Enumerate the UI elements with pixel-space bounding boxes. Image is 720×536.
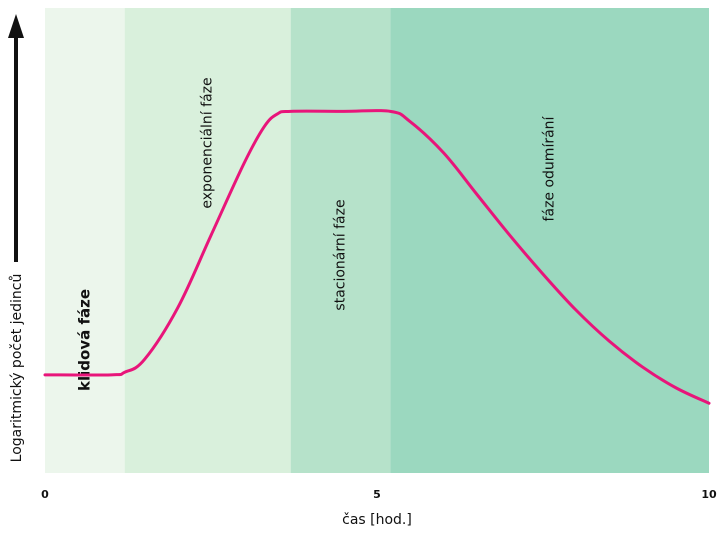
growth-curve-line (43, 109, 711, 405)
phase-label-0: klidová fáze (75, 289, 93, 391)
x-tick-labels: 0 5 10 (41, 488, 717, 501)
phase-label-2: stacionární fáze (332, 199, 348, 310)
x-tick-label-1: 5 (373, 488, 381, 501)
x-axis-label: čas [hod.] (342, 512, 412, 528)
phase-band-2 (290, 8, 391, 473)
phase-labels: klidová fáze exponenciální fáze stacionárn… (75, 77, 557, 391)
y-axis: Logaritmický počet jedinců (8, 14, 25, 462)
x-tick-label-0: 0 (41, 488, 49, 501)
y-axis-label: Logaritmický počet jedinců (9, 274, 25, 463)
x-tick-label-2: 10 (701, 488, 717, 501)
phase-band-3 (390, 8, 709, 473)
y-axis-arrowhead (8, 14, 24, 38)
phase-label-3: fáze odumírání (542, 115, 558, 221)
phase-bands (45, 8, 709, 473)
phase-band-0 (45, 8, 125, 473)
phase-label-1: exponenciální fáze (200, 77, 216, 208)
